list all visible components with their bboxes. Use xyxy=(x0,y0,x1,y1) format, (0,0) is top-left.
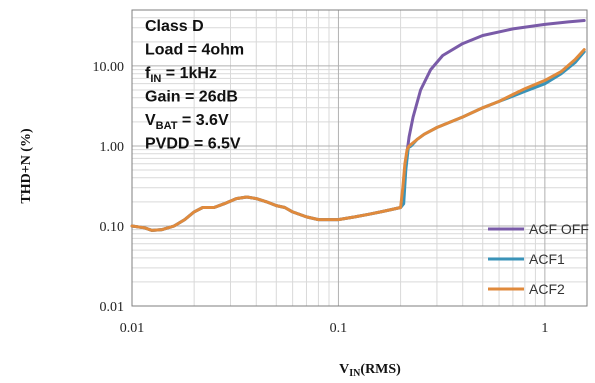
annotation-main: f xyxy=(145,65,151,82)
annotation-line: fIN = 1kHz xyxy=(145,65,217,85)
y-tick-label: 0.10 xyxy=(100,220,125,235)
series-lines xyxy=(130,19,586,232)
x-axis-title-main: V xyxy=(339,362,349,377)
x-axis-title: VIN(RMS) xyxy=(339,362,401,379)
plot-border xyxy=(131,9,588,307)
annotation-line: Gain = 26dB xyxy=(145,89,238,106)
legend-label: ACF OFF xyxy=(529,221,589,237)
legend: ACF OFF ACF1 ACF2 xyxy=(488,221,589,297)
x-tick-label: 0.1 xyxy=(330,321,348,336)
annotation-sub: BAT xyxy=(156,120,178,132)
annotation-line: PVDD = 6.5V xyxy=(145,136,241,153)
y-axis-title: THD+N (%) xyxy=(19,128,34,204)
chart-annotation: Class D Load = 4ohm fIN = 1kHz Gain = 26dB V… xyxy=(145,18,244,153)
annotation-line: VBAT = 3.6V xyxy=(145,112,229,132)
series-line-acf2 xyxy=(130,48,586,232)
legend-label: ACF2 xyxy=(529,281,565,297)
annotation-rest: = 1kHz xyxy=(161,65,217,82)
y-tick-label: 0.01 xyxy=(100,300,125,315)
legend-label: ACF1 xyxy=(529,251,565,267)
x-axis-title-rest: (RMS) xyxy=(360,362,401,377)
annotation-line: Class D xyxy=(145,18,204,35)
annotation-main: Gain = 26dB xyxy=(145,89,238,106)
y-tick-label: 1.00 xyxy=(100,140,125,155)
annotation-rest: = 3.6V xyxy=(177,112,228,129)
annotation-main: Load = 4ohm xyxy=(145,42,244,59)
annotation-main: Class D xyxy=(145,18,204,35)
x-tick-label: 1 xyxy=(541,321,548,336)
annotation-line: Load = 4ohm xyxy=(145,42,244,59)
annotation-main: PVDD = 6.5V xyxy=(145,136,241,153)
annotation-main: V xyxy=(145,112,156,129)
x-tick-label: 0.01 xyxy=(120,321,145,336)
y-tick-label: 10.00 xyxy=(93,60,125,75)
x-axis-title-sub: IN xyxy=(349,368,361,379)
annotation-sub: IN xyxy=(150,73,161,85)
y-tick-labels: 10.00 1.00 0.10 0.01 xyxy=(93,60,125,315)
x-tick-labels: 0.01 0.1 1 xyxy=(120,321,549,336)
